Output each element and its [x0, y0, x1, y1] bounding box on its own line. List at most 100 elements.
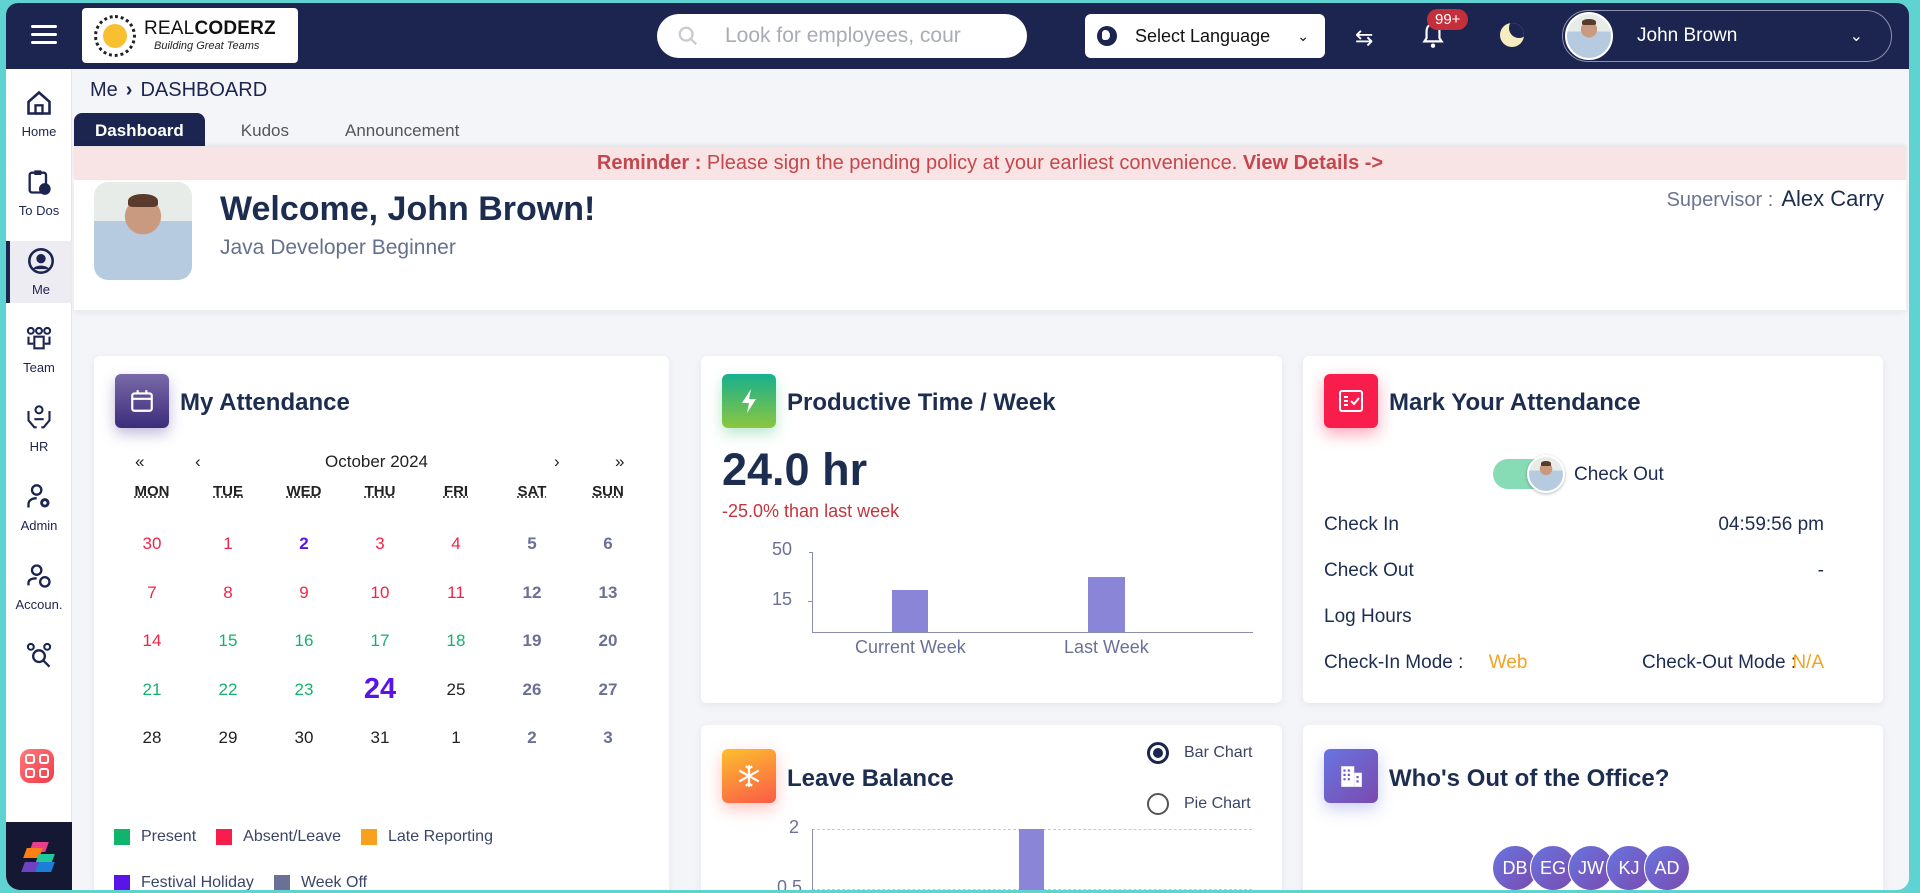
- y-tick: [808, 601, 812, 602]
- calendar-day[interactable]: 11: [447, 582, 465, 602]
- globe-icon: [1097, 26, 1117, 46]
- switch-arrows-icon[interactable]: ⇆: [1355, 25, 1374, 50]
- sidebar-item-todos[interactable]: To Dos: [6, 162, 72, 228]
- calendar-day[interactable]: 17: [370, 631, 390, 651]
- calendar-week-row: 21 22 23 24 25 26 27: [114, 666, 646, 715]
- calendar-day[interactable]: 20: [598, 631, 618, 651]
- calendar-day[interactable]: 2: [299, 534, 309, 554]
- user-profile-menu[interactable]: John Brown ⌄: [1562, 10, 1892, 62]
- bar-last-week[interactable]: [1088, 577, 1125, 632]
- calendar-day[interactable]: 18: [446, 631, 466, 651]
- company-logo[interactable]: REALCODERZ Building Great Teams: [82, 8, 298, 63]
- search-input[interactable]: [725, 24, 985, 48]
- hr-hands-icon: [27, 405, 51, 429]
- calendar-day[interactable]: 23: [294, 679, 314, 699]
- pie-chart-radio[interactable]: Pie Chart: [1147, 793, 1251, 815]
- sidebar-item-home[interactable]: Home: [6, 83, 72, 149]
- sidebar-item-team[interactable]: Team: [6, 319, 72, 385]
- calendar-day[interactable]: 15: [218, 631, 238, 651]
- home-icon: [27, 90, 51, 115]
- calendar-day[interactable]: 9: [299, 582, 309, 602]
- search-box: [657, 14, 1027, 58]
- x-tick-label: Current Week: [855, 637, 966, 657]
- leave-bar[interactable]: [1019, 829, 1044, 890]
- calendar-day[interactable]: 10: [370, 582, 390, 602]
- legend-label: Present: [141, 828, 197, 845]
- calendar-day[interactable]: 19: [522, 631, 542, 651]
- calendar-day[interactable]: 21: [142, 679, 162, 699]
- user-dollar-icon: [27, 564, 51, 588]
- productive-hours-value: 24.0 hr: [722, 444, 868, 495]
- sidebar-item-hiring[interactable]: Hiring: [6, 635, 72, 671]
- calendar-day[interactable]: 27: [598, 679, 618, 699]
- person-initials-avatar[interactable]: AD: [1644, 845, 1690, 890]
- check-out-toggle[interactable]: [1493, 455, 1565, 493]
- next-month-button[interactable]: ›: [554, 452, 560, 471]
- view-details-link[interactable]: View Details ->: [1242, 152, 1384, 174]
- logo-sun-icon: [94, 14, 136, 57]
- calendar-day-today[interactable]: 24: [363, 673, 397, 706]
- calendar-day[interactable]: 6: [603, 534, 613, 554]
- menu-icon[interactable]: [31, 25, 57, 45]
- check-in-mode-label: Check-In Mode :: [1324, 652, 1464, 673]
- bar-current-week[interactable]: [892, 590, 928, 632]
- chevron-down-icon: ⌄: [1297, 27, 1309, 44]
- calendar-week-row: 30 1 2 3 4 5 6: [114, 520, 646, 569]
- month-label[interactable]: October 2024: [325, 452, 429, 471]
- legend-label: Late Reporting: [388, 828, 493, 845]
- calendar-day[interactable]: 8: [223, 582, 233, 602]
- legend-item: Absent/Leave: [216, 814, 341, 860]
- calendar-day[interactable]: 5: [527, 534, 537, 554]
- calendar-week-row: 14 15 16 17 18 19 20: [114, 617, 646, 666]
- calendar-day[interactable]: 30: [142, 534, 162, 554]
- calendar-day[interactable]: 26: [522, 679, 542, 699]
- sidebar-item-me[interactable]: Me: [6, 241, 72, 303]
- app-window: REALCODERZ Building Great Teams Select L…: [6, 3, 1909, 890]
- calendar-day[interactable]: 1: [223, 534, 233, 554]
- apps-grid-icon[interactable]: [20, 749, 54, 783]
- leave-balance-card: Leave Balance Bar Chart Pie Chart 2 0.5: [701, 725, 1282, 890]
- supervisor-label: Supervisor :: [1666, 189, 1774, 211]
- tab-dashboard[interactable]: Dashboard: [74, 113, 205, 146]
- calendar-day[interactable]: 28: [142, 728, 162, 748]
- calendar-day[interactable]: 13: [598, 582, 618, 602]
- breadcrumb-parent[interactable]: Me: [90, 79, 118, 101]
- calendar-day[interactable]: 7: [147, 582, 157, 602]
- calendar-day[interactable]: 3: [603, 728, 613, 748]
- calendar-day[interactable]: 1: [451, 728, 461, 748]
- calendar-day[interactable]: 22: [218, 679, 238, 699]
- sidebar-item-accounts[interactable]: Accoun.: [6, 556, 72, 622]
- chevron-right-icon: ›: [125, 79, 133, 101]
- person-initials-avatar[interactable]: KJ: [1606, 845, 1652, 890]
- calendar-day[interactable]: 25: [446, 679, 466, 699]
- dark-mode-moon-icon[interactable]: [1500, 23, 1524, 47]
- calendar-day[interactable]: 2: [527, 728, 537, 748]
- calendar-day[interactable]: 4: [451, 534, 461, 554]
- my-attendance-card: My Attendance « ‹ October 2024 › » MON T…: [94, 356, 669, 890]
- calendar-day[interactable]: 30: [294, 728, 314, 748]
- person-initials-avatar[interactable]: JW: [1568, 845, 1614, 890]
- language-select[interactable]: Select Language ⌄: [1085, 14, 1325, 58]
- prev-month-button[interactable]: ‹: [195, 452, 201, 471]
- calendar-icon: [115, 374, 169, 428]
- calendar-day[interactable]: 29: [218, 728, 238, 748]
- calendar-day[interactable]: 14: [142, 631, 162, 651]
- tab-kudos[interactable]: Kudos: [240, 121, 289, 140]
- supervisor-name[interactable]: Alex Carry: [1781, 186, 1884, 211]
- sidebar-item-hr[interactable]: HR: [6, 398, 72, 464]
- job-role: Java Developer Beginner: [220, 236, 456, 259]
- calendar-day[interactable]: 12: [522, 582, 542, 602]
- prev-year-button[interactable]: «: [135, 452, 145, 471]
- calendar-week-row: 28 29 30 31 1 2 3: [114, 714, 646, 763]
- legend-item: Late Reporting: [361, 814, 493, 860]
- tab-announcement[interactable]: Announcement: [345, 121, 460, 140]
- y-axis: [812, 552, 813, 633]
- calendar-day[interactable]: 31: [370, 728, 390, 748]
- check-in-time: 04:59:56 pm: [1718, 514, 1824, 535]
- calendar-day[interactable]: 3: [375, 534, 385, 554]
- bar-chart-radio[interactable]: Bar Chart: [1147, 742, 1252, 764]
- next-year-button[interactable]: »: [615, 452, 625, 471]
- calendar-day[interactable]: 16: [294, 631, 314, 651]
- sidebar-item-admin[interactable]: Admin: [6, 477, 72, 543]
- sidebar-item-label: Accoun.: [15, 597, 63, 612]
